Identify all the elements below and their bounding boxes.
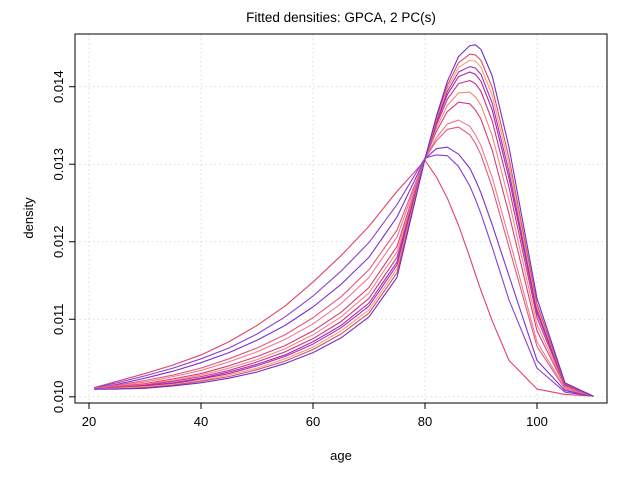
x-tick-label: 40	[194, 414, 208, 429]
axis-layer: 20 40 60 80 100 0.010 0.011 0.012 0.013 0.014	[51, 70, 548, 429]
y-axis-title: density	[21, 197, 36, 239]
density-curve-4	[94, 126, 594, 397]
y-tick-label: 0.014	[51, 70, 66, 103]
x-tick-label: 60	[306, 414, 320, 429]
x-axis-title: age	[330, 448, 352, 463]
x-tick-label: 100	[526, 414, 548, 429]
density-curve-7	[94, 91, 594, 397]
x-tick-label: 80	[418, 414, 432, 429]
density-curve-1	[94, 159, 594, 397]
y-tick-label: 0.013	[51, 148, 66, 181]
series-layer	[94, 44, 594, 397]
density-curve-13	[94, 44, 594, 397]
y-tick-label: 0.012	[51, 225, 66, 258]
y-tick-label: 0.010	[51, 381, 66, 414]
grid-layer	[75, 34, 607, 403]
density-curve-2	[94, 154, 594, 397]
density-curve-3	[94, 146, 594, 397]
x-tick-label: 20	[82, 414, 96, 429]
chart-title: Fitted densities: GPCA, 2 PC(s)	[246, 10, 436, 25]
density-curve-8	[94, 79, 594, 397]
density-curve-6	[94, 101, 594, 397]
density-curve-5	[94, 119, 594, 397]
plot-frame	[74, 33, 608, 404]
y-tick-label: 0.011	[51, 303, 66, 335]
density-curve-9	[94, 71, 594, 397]
